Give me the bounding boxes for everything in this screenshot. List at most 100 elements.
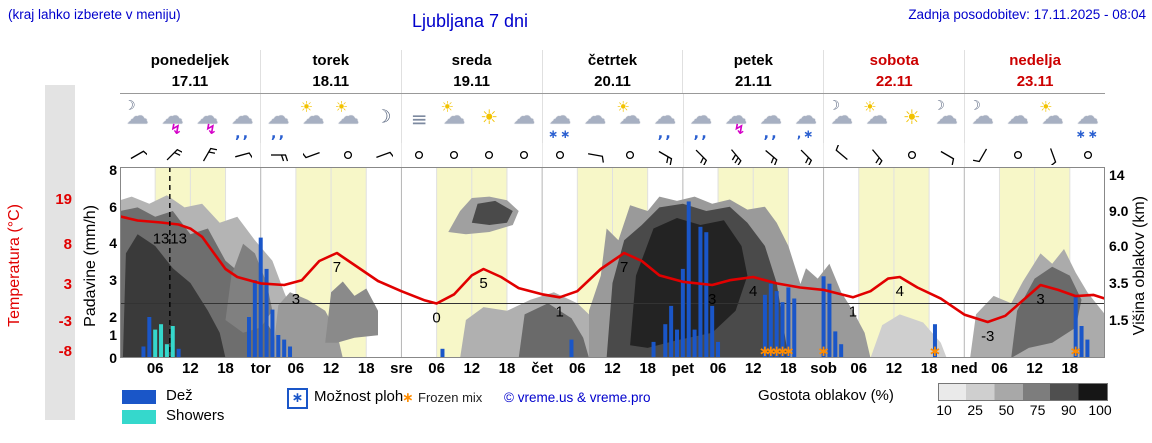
sun-glyph: ☀ <box>1038 98 1053 116</box>
x-tick-hour: 12 <box>885 360 903 377</box>
precip-tick: 6 <box>109 199 117 215</box>
wind-calm-icon <box>331 143 366 167</box>
wind-calm-icon <box>507 143 542 167</box>
wind-calm-icon <box>613 143 648 167</box>
sleet-glyph: ‚∗ <box>796 127 816 141</box>
rain-bar <box>686 201 691 358</box>
precip-tick: 2 <box>109 309 117 325</box>
snowflakes-glyph: ∗∗ <box>548 127 573 141</box>
snowflakes-glyph: ∗∗ <box>1075 127 1100 141</box>
shower-bar <box>170 326 175 358</box>
rain-bar <box>780 302 785 358</box>
wind-barb-icon <box>578 143 613 167</box>
density-tick-label: 10 <box>936 402 952 418</box>
chance-legend-label: Možnost ploh <box>314 388 404 405</box>
temperature-tick: 19 <box>55 191 72 208</box>
temperature-value-label: 7 <box>333 259 341 276</box>
wind-calm-icon <box>400 143 437 167</box>
cloud-density-area <box>325 281 378 343</box>
sun-glyph: ☀ <box>902 105 921 129</box>
frozen-mix-star-icon: ∗ <box>402 389 414 405</box>
sun-cloud-icon: ☀ ☁ <box>296 94 331 144</box>
wind-barb-icon <box>296 143 331 167</box>
precip-tick: 8 <box>109 162 117 178</box>
density-tick-label: 25 <box>967 402 983 418</box>
day-name: sobota <box>869 52 919 69</box>
rain-icon: ☁ ‚‚ <box>753 94 788 144</box>
cloud-density-area <box>870 314 947 358</box>
rain-bar <box>440 348 445 358</box>
rain-bar <box>669 305 674 358</box>
temperature-value-label: 7 <box>620 259 628 276</box>
storm-icon: ☁ ↯ <box>718 94 753 144</box>
cloud-glyph: ☁ <box>689 104 712 130</box>
wind-barb-icon <box>718 143 753 167</box>
cloud-glyph: ☁ <box>302 104 325 130</box>
moon-glyph: ☽ <box>828 98 840 114</box>
x-axis-ticks: 06 12 18 tor 06 12 18 sre 06 12 18 čet 06 12 18 pet 06 12… <box>120 360 1105 380</box>
sun-glyph: ☀ <box>480 105 499 129</box>
cloud-glyph: ☁ <box>337 104 360 130</box>
rain-bar <box>716 341 721 358</box>
sun-glyph: ☀ <box>334 98 349 116</box>
rain-bar <box>762 294 767 358</box>
cloud-glyph: ☁ <box>830 104 853 130</box>
rain-bar <box>663 324 668 358</box>
sun-glyph: ☀ <box>440 98 454 116</box>
cloud-glyph: ☁ <box>794 104 817 130</box>
cloud-glyph: ☁ <box>196 104 219 130</box>
wind-barbs-row <box>120 143 1105 167</box>
wind-barb-icon <box>120 143 155 167</box>
x-tick-hour: 06 <box>428 360 445 377</box>
rain-icon: ☁ ‚‚ <box>259 94 296 144</box>
sun-glyph: ☀ <box>616 98 630 116</box>
lightning-glyph: ↯ <box>170 122 182 138</box>
day-date: 17.11 <box>171 73 209 90</box>
cloud-glyph: ☁ <box>231 104 254 130</box>
day-name: petek <box>733 52 773 69</box>
rain-bar <box>774 291 779 358</box>
weather-icons-row: ☽ ☁ ☁ ↯ ☁ ↯ ☁ ‚‚ ☁ ‚‚ ☀ ☁ ☀ ☁ ☽ ≡ ☀ ☁ ☀ ☁ ☁ ∗∗ ☁ ☀ ☁ ☁ ‚‚ ☁ ‚‚ ☁ ↯ ☁ ‚‚ ☁… <box>120 93 1105 144</box>
cloud-glyph: ☁ <box>935 104 958 130</box>
x-tick-hour: 18 <box>639 360 657 377</box>
rain-bar <box>176 348 181 358</box>
cloud-glyph: ☁ <box>1006 104 1029 130</box>
storm-icon: ☁ ↯ <box>190 94 225 144</box>
copyright-link[interactable]: © vreme.us & vreme.pro <box>504 390 651 405</box>
cloud-glyph: ☁ <box>654 104 677 130</box>
rain-bar <box>270 309 275 358</box>
cloud-glyph: ☁ <box>619 104 642 130</box>
wind-barb-icon <box>753 143 788 167</box>
precip-tick: 3 <box>109 272 117 288</box>
rain-bar <box>264 268 269 358</box>
rain-bar <box>839 344 844 358</box>
sun-icon: ☀ <box>894 94 929 144</box>
shower-chance-star: ∗ <box>770 343 783 358</box>
cloud-glyph: ☁ <box>865 104 888 130</box>
x-tick-hour: 18 <box>217 360 234 377</box>
day-header: torek 18.11 <box>259 50 401 93</box>
rain-bar <box>276 335 281 358</box>
sun-cloud-icon: ☀ ☁ <box>331 94 366 144</box>
cloud-glyph: ☁ <box>584 104 607 130</box>
density-tick-label: 100 <box>1088 402 1112 418</box>
x-tick-day-name: sre <box>390 360 413 377</box>
cloud-glyph: ☁ <box>161 104 184 130</box>
rain-bar <box>698 226 703 358</box>
day-date: 21.11 <box>735 73 772 90</box>
temperature-value-label: -3 <box>981 328 994 345</box>
temperature-tick: 8 <box>63 236 72 253</box>
cloud-glyph: ☁ <box>549 104 572 130</box>
shower-bar <box>153 329 158 358</box>
x-tick-day-name: pet <box>671 360 695 377</box>
cloud-glyph: ☁ <box>1041 104 1064 130</box>
precip-tick: 4 <box>109 235 117 251</box>
x-tick-hour: 06 <box>850 360 868 377</box>
temperature-value-label: 1 <box>556 303 564 320</box>
temperature-value-label: 4 <box>896 283 904 300</box>
x-tick-hour: 12 <box>463 360 481 377</box>
sleet-icon: ☁ ‚∗ <box>788 94 823 144</box>
cloud-density-area <box>471 200 513 225</box>
storm-icon: ☁ ↯ <box>155 94 190 144</box>
rain-bar <box>833 331 838 358</box>
